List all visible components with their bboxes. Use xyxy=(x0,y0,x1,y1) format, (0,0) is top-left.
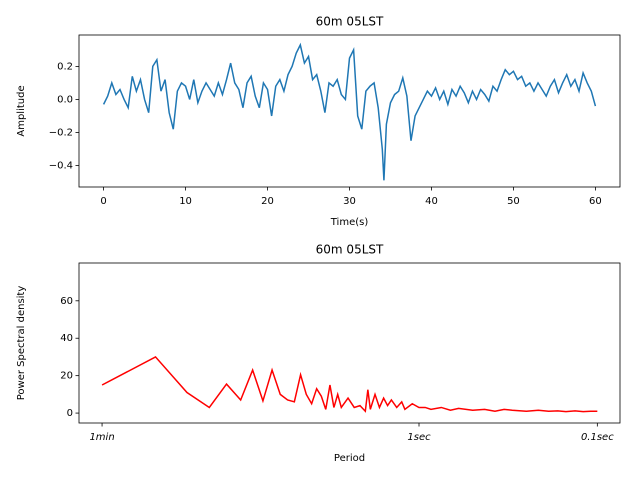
x-tick-label: 0.1sec xyxy=(581,432,614,443)
y-axis-label: Power Spectral density xyxy=(16,286,27,401)
y-tick-label: 0.2 xyxy=(57,61,73,72)
x-tick-label: 50 xyxy=(507,196,520,207)
chart-title: 60m 05LST xyxy=(316,15,384,29)
data-line xyxy=(101,356,598,413)
x-tick-label: 20 xyxy=(261,196,274,207)
y-tick-label: 20 xyxy=(60,371,73,382)
y-tick-label: 0.0 xyxy=(57,94,73,105)
y-tick-label: −0.4 xyxy=(49,161,73,172)
x-tick-label: 40 xyxy=(425,196,438,207)
x-tick-label: 0 xyxy=(100,196,106,207)
y-tick-label: 40 xyxy=(60,333,73,344)
x-tick-label: 1sec xyxy=(407,432,431,443)
x-tick-label: 10 xyxy=(179,196,192,207)
x-tick-label: 60 xyxy=(589,196,602,207)
x-axis-label: Period xyxy=(334,453,365,464)
axes-frame xyxy=(78,262,621,424)
y-axis-label: Amplitude xyxy=(16,85,27,136)
y-tick-label: 0 xyxy=(67,408,73,419)
chart-title: 60m 05LST xyxy=(316,243,384,257)
y-tick-label: −0.2 xyxy=(49,127,73,138)
data-line xyxy=(102,42,597,181)
y-tick-label: 60 xyxy=(60,296,73,307)
x-tick-label: 30 xyxy=(343,196,356,207)
x-axis-label: Time(s) xyxy=(330,217,369,228)
x-tick-label: 1min xyxy=(89,432,114,443)
